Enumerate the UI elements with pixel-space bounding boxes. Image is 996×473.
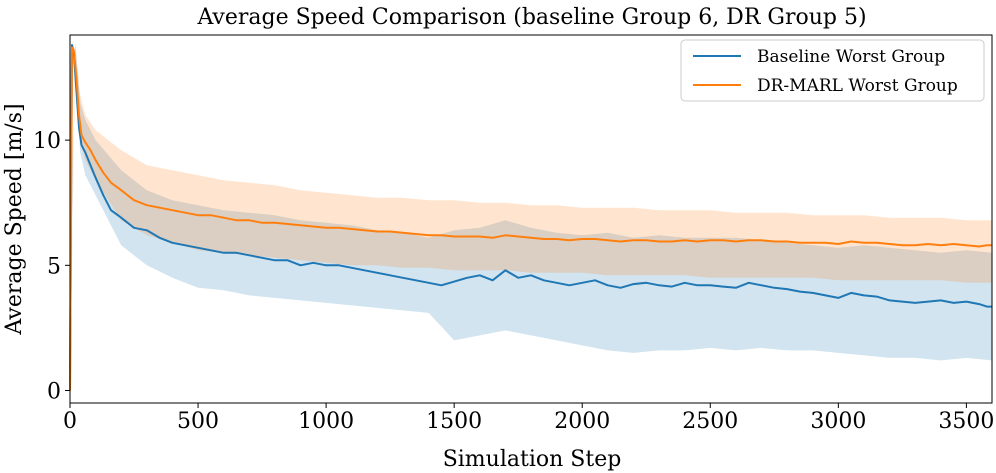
y-tick-label: 10 — [33, 129, 61, 154]
x-tick-label: 3000 — [810, 409, 866, 434]
x-axis-label: Simulation Step — [443, 447, 622, 472]
legend-label-dr-marl: DR-MARL Worst Group — [757, 76, 958, 96]
legend: Baseline Worst Group DR-MARL Worst Group — [680, 39, 985, 102]
legend-label-baseline: Baseline Worst Group — [757, 47, 945, 67]
x-tick-label: 1500 — [426, 409, 482, 434]
x-tick-label: 500 — [177, 409, 219, 434]
x-tick-label: 1000 — [298, 409, 354, 434]
plot-frame — [69, 34, 993, 404]
plot-area — [69, 42, 992, 391]
y-axis-label: Average Speed [m/s] — [2, 103, 27, 335]
x-tick-label: 2000 — [554, 409, 610, 434]
legend-box — [680, 39, 985, 102]
y-axis: 0 5 10 — [33, 129, 70, 404]
x-tick-label: 0 — [63, 409, 77, 434]
x-axis: 0 500 1000 1500 2000 2500 3000 3500 — [63, 403, 994, 434]
series-line-baseline — [69, 44, 992, 391]
chart-title: Average Speed Comparison (baseline Group… — [196, 5, 866, 30]
confidence-band-dr-marl — [70, 42, 992, 391]
confidence-band-baseline — [70, 42, 992, 391]
x-tick-label: 3500 — [938, 409, 994, 434]
x-tick-label: 2500 — [682, 409, 738, 434]
y-tick-label: 0 — [47, 379, 61, 404]
y-tick-label: 5 — [47, 254, 61, 279]
series-line-dr-marl — [69, 46, 992, 391]
